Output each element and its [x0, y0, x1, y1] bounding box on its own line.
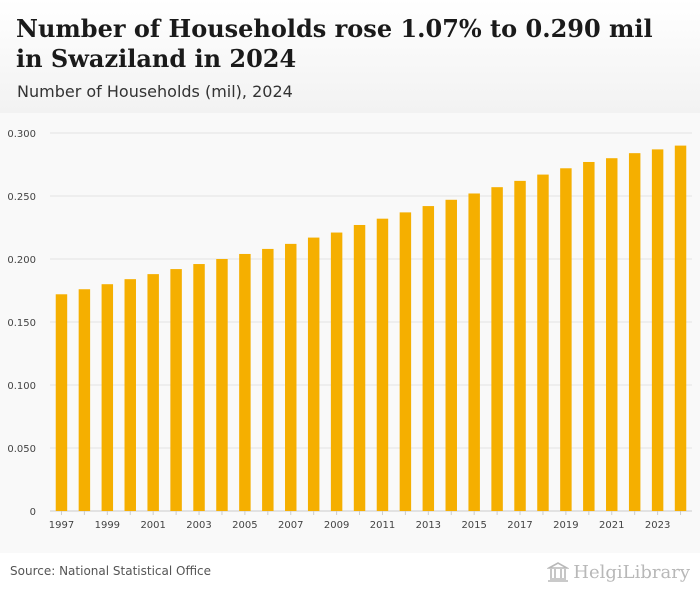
bar-2019 [560, 168, 572, 511]
bar-2011 [376, 218, 389, 511]
bar-2009 [330, 232, 343, 511]
y-tick-label: 0.150 [7, 318, 36, 329]
bar-2010 [353, 224, 366, 511]
bar-2024 [674, 145, 687, 511]
x-tick-label: 2013 [416, 520, 441, 531]
bar-2001 [147, 274, 159, 511]
bar-2012 [399, 212, 412, 511]
source-note: Source: National Statistical Office [10, 564, 212, 578]
logo-text: HelgiLibrary [573, 561, 690, 583]
bar-2022 [628, 153, 641, 511]
bar-2003 [193, 264, 205, 511]
y-tick-label: 0.200 [7, 255, 36, 266]
bar-2013 [422, 206, 435, 511]
bar-2000 [124, 279, 136, 511]
bar-2023 [651, 149, 664, 511]
bar-2021 [606, 158, 618, 511]
library-building-icon [547, 562, 570, 582]
bar-2015 [468, 193, 480, 511]
bar-1999 [101, 284, 114, 511]
x-tick-label: 1999 [95, 520, 120, 531]
y-tick-label: 0 [30, 507, 36, 518]
x-tick-label: 2003 [186, 520, 211, 531]
bar-2014 [445, 199, 457, 511]
x-tick-label: 2023 [645, 520, 670, 531]
bar-1997 [55, 294, 68, 511]
bar-1998 [78, 289, 91, 511]
x-tick-label: 2001 [140, 520, 165, 531]
bar-2016 [491, 187, 503, 511]
header-band: Number of Households rose 1.07% to 0.290… [0, 0, 700, 113]
x-tick-label: 2019 [553, 520, 578, 531]
y-tick-label: 0.050 [7, 444, 36, 455]
bar-2018 [537, 174, 549, 511]
x-tick-label: 2015 [461, 520, 486, 531]
bar-2008 [307, 237, 320, 511]
bar-2004 [216, 259, 228, 511]
chart-subtitle: Number of Households (mil), 2024 [17, 82, 293, 101]
x-tick-label: 2007 [278, 520, 303, 531]
footer [0, 553, 700, 596]
x-tick-label: 1997 [49, 520, 74, 531]
helgi-library-logo: HelgiLibrary [547, 560, 690, 584]
bar-2006 [262, 248, 274, 512]
bar-2002 [170, 269, 182, 511]
bar-2020 [583, 161, 595, 512]
x-tick-label: 2017 [507, 520, 532, 531]
x-tick-label: 2011 [370, 520, 395, 531]
y-tick-label: 0.250 [7, 192, 36, 203]
bar-2005 [239, 253, 251, 511]
y-tick-label: 0.300 [7, 129, 36, 140]
bar-2007 [285, 243, 297, 511]
chart-title: Number of Households rose 1.07% to 0.290… [16, 14, 653, 73]
bar-chart: 0 0.050 0.100 0.150 0.200 0.250 0.300 1997 1999 2… [7, 129, 692, 531]
x-tick-label: 2005 [232, 520, 257, 531]
bar-2017 [514, 180, 526, 511]
y-tick-label: 0.100 [7, 381, 36, 392]
x-tick-label: 2009 [324, 520, 349, 531]
x-tick-label: 2021 [599, 520, 624, 531]
